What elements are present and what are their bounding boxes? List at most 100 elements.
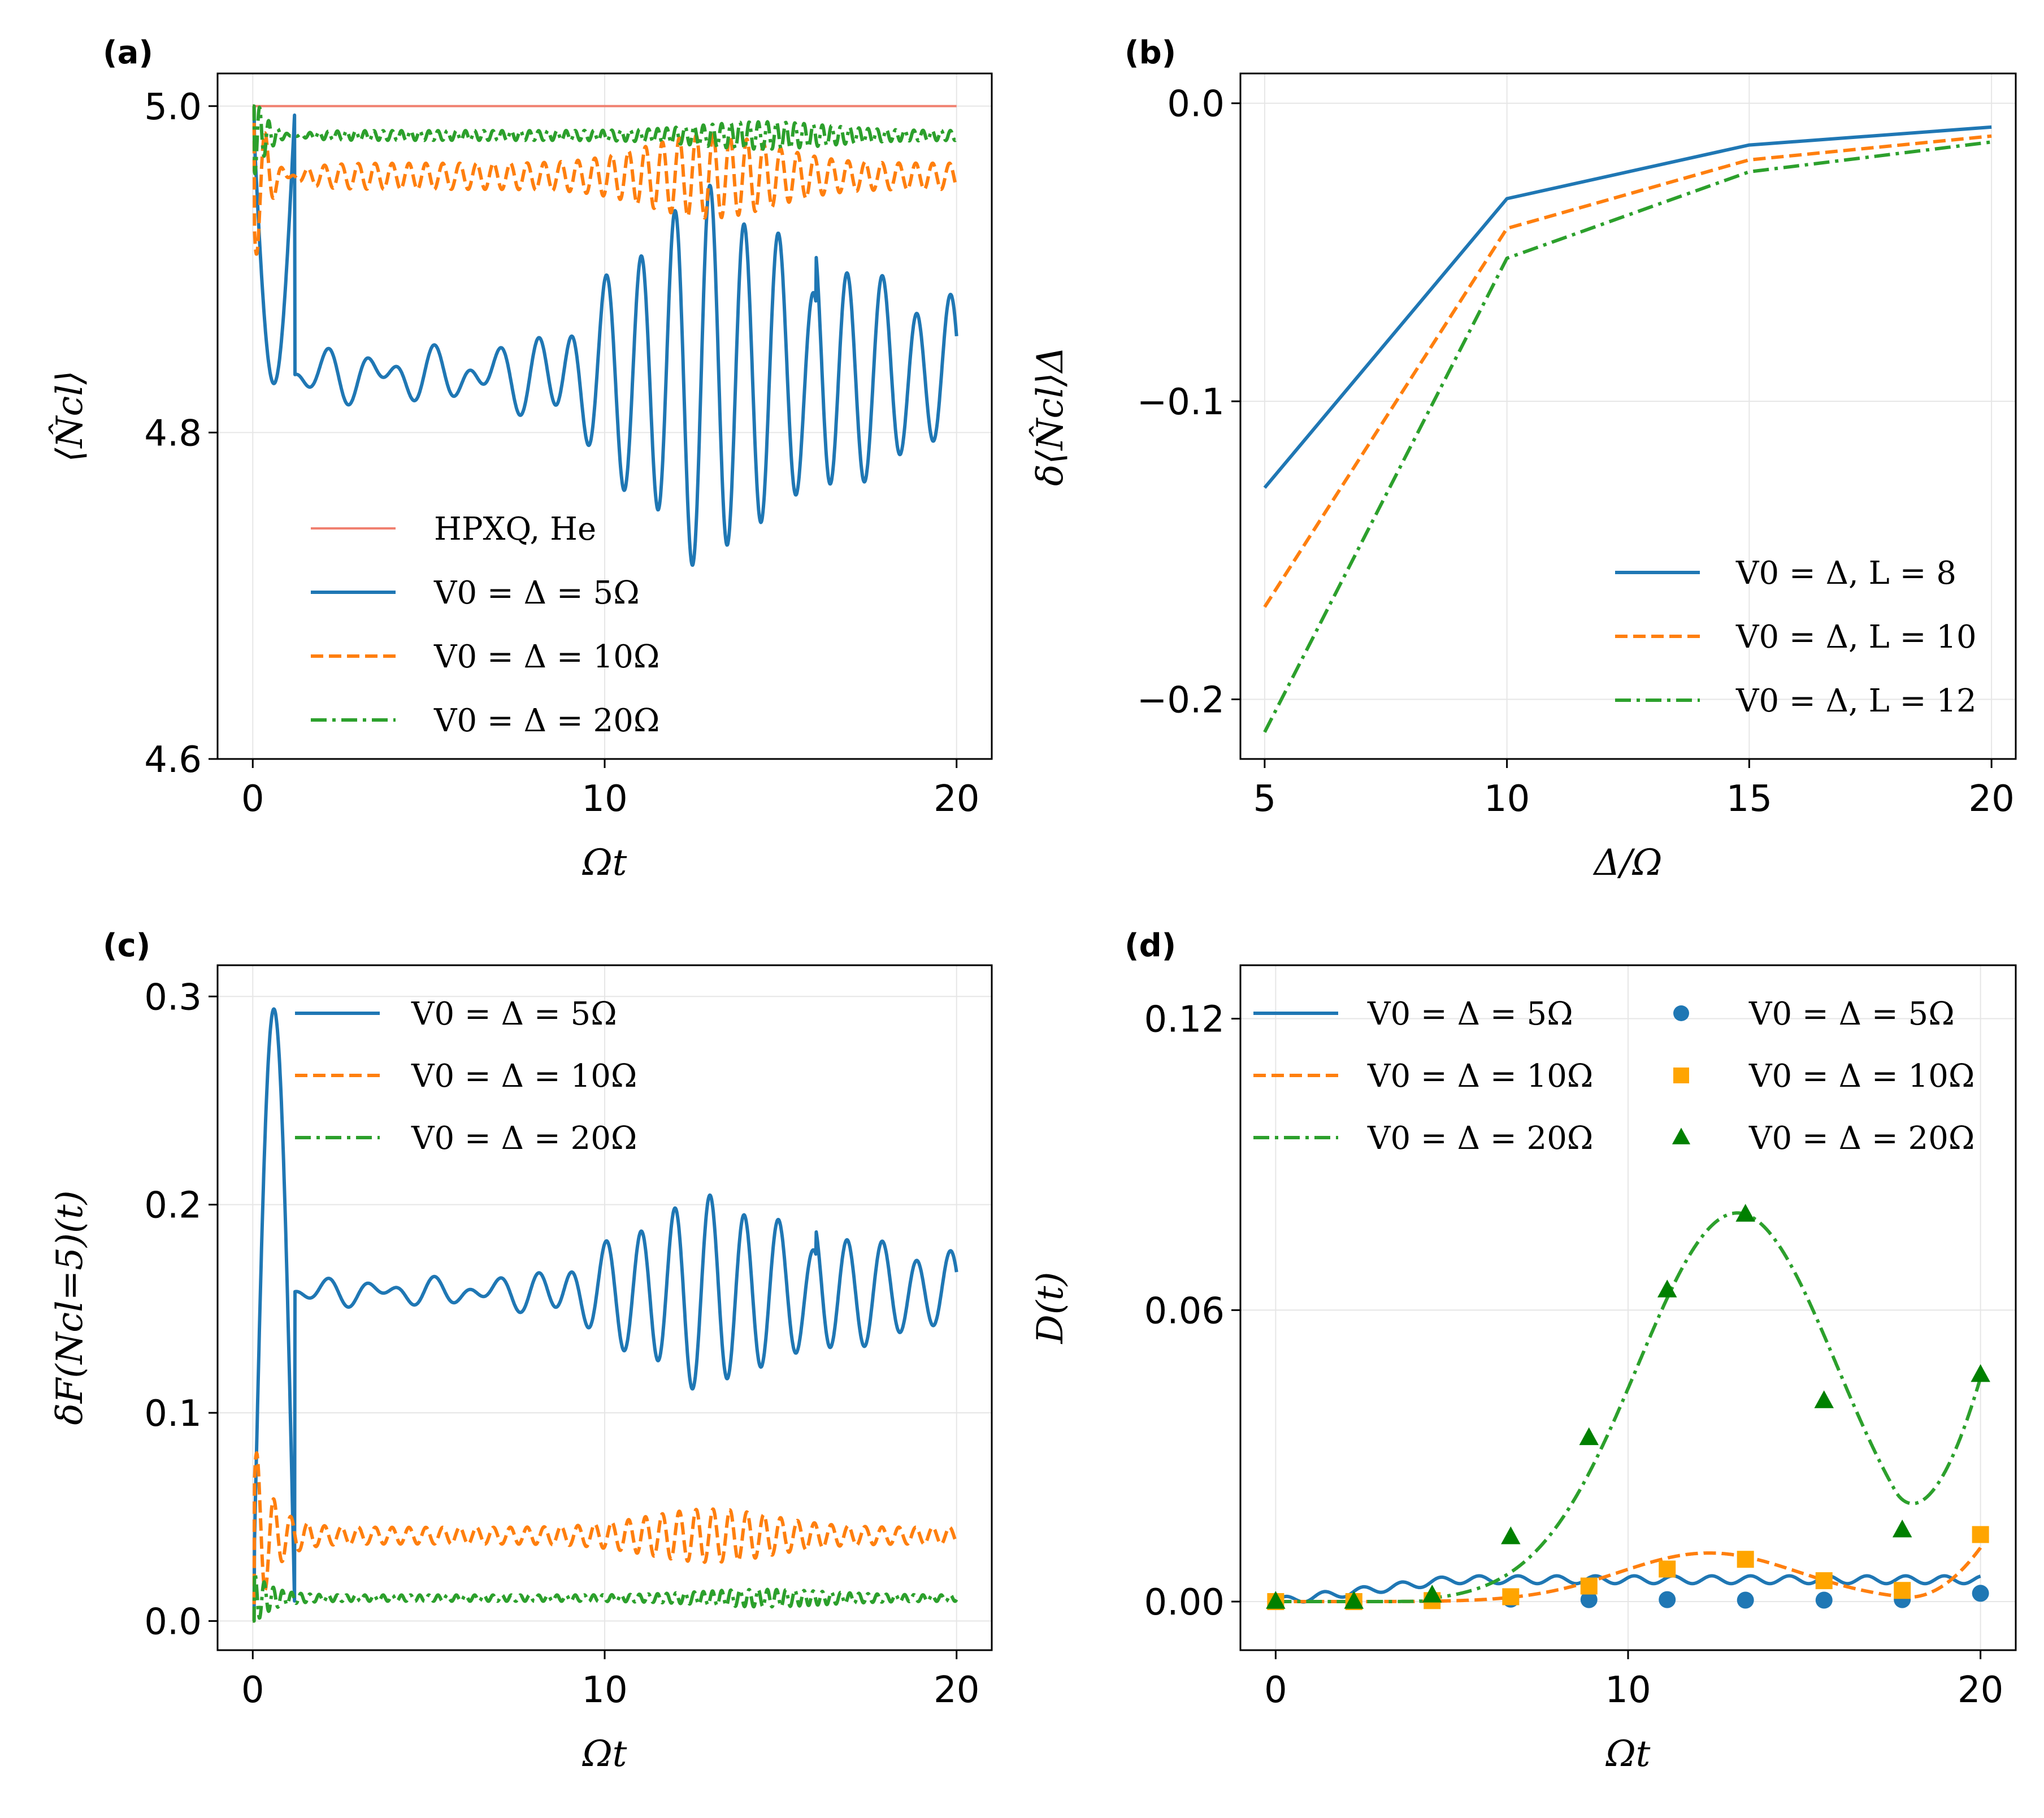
- x-tick-label: 0: [241, 778, 264, 820]
- legend-label: V0 = Δ = 20Ω: [411, 1120, 637, 1157]
- legend-label: V0 = Δ = 20Ω: [1367, 1120, 1593, 1157]
- x-tick-label: 20: [934, 778, 979, 820]
- x-tick-label: 15: [1726, 778, 1772, 820]
- legend-label: V0 = Δ = 20Ω: [1748, 1120, 1974, 1157]
- plot-area: [1263, 125, 1992, 733]
- y-tick-label: −0.2: [1137, 680, 1225, 722]
- axes-frame: [1239, 72, 2017, 760]
- marker-circle: [1972, 1585, 1989, 1602]
- marker-triangle: [1422, 1585, 1442, 1603]
- x-tick-label: 20: [1958, 1669, 2003, 1711]
- plot-area: [251, 104, 958, 567]
- marker-circle: [1815, 1591, 1833, 1609]
- legend-label: V0 = Δ = 5Ω: [1367, 996, 1573, 1032]
- marker-square: [1815, 1572, 1833, 1590]
- legend-label: V0 = Δ = 10Ω: [1748, 1058, 1974, 1095]
- legend-label: V0 = Δ, L = 12: [1735, 683, 1977, 719]
- y-tick-label: 0.0: [144, 1601, 202, 1643]
- series-line-1: [251, 1451, 958, 1623]
- x-axis-label: Ωt: [582, 842, 627, 884]
- marker-triangle: [1657, 1279, 1677, 1298]
- series-line-2: [251, 1571, 958, 1623]
- x-tick-label: 20: [1968, 778, 2014, 820]
- marker-square: [1972, 1526, 1989, 1543]
- plot-area: [251, 1007, 958, 1623]
- plot-area: [1266, 1204, 1990, 1611]
- marker-square: [1894, 1582, 1911, 1599]
- series-line-2: [251, 104, 958, 256]
- x-tick-label: 10: [581, 778, 627, 820]
- legend-marker-square: [1673, 1068, 1689, 1083]
- y-tick-label: 0.2: [144, 1185, 202, 1227]
- y-tick-label: 0.06: [1144, 1290, 1225, 1332]
- x-tick-label: 20: [934, 1669, 979, 1711]
- legend-label: V0 = Δ = 10Ω: [1367, 1058, 1593, 1095]
- legend: V0 = Δ = 5Ω V0 = Δ = 10Ω V0 = Δ = 20Ω: [295, 996, 637, 1157]
- series-line-2: [1274, 1211, 1982, 1603]
- y-tick-label: 0.0: [1167, 84, 1225, 125]
- y-tick-label: 0.3: [144, 977, 202, 1018]
- x-tick-label: 10: [581, 1669, 627, 1711]
- marker-triangle: [1266, 1591, 1286, 1609]
- x-axis-label: Δ/Ω: [1592, 842, 1663, 884]
- x-tick-label: 0: [1264, 1669, 1287, 1711]
- marker-square: [1502, 1588, 1520, 1606]
- y-tick-label: 5.0: [144, 86, 202, 128]
- legend-label: V0 = Δ, L = 8: [1735, 555, 1956, 592]
- x-tick-label: 10: [1605, 1669, 1651, 1711]
- x-tick-label: 5: [1253, 778, 1277, 820]
- legend-label: V0 = Δ = 20Ω: [433, 702, 659, 739]
- panel-a: 0 10 20 4.6 4.8 5.0 Ωt ⟨N̂cl⟩ (a) HPXQ, He V0 = Δ …: [49, 34, 993, 884]
- panel-c: 0 10 20 0.0 0.1 0.2 0.3 Ωt δF(Ncl=5)(t) (c) V0 = Δ…: [49, 927, 993, 1775]
- y-tick-label: 0.00: [1144, 1582, 1225, 1624]
- marker-triangle: [1971, 1364, 1990, 1382]
- x-tick-label: 0: [241, 1669, 264, 1711]
- panel-label: (c): [103, 927, 150, 964]
- legend-marker-triangle: [1672, 1127, 1691, 1144]
- y-axis-label: δF(Ncl=5)(t): [49, 1190, 91, 1425]
- legend-label: V0 = Δ = 5Ω: [1748, 996, 1955, 1032]
- legend: V0 = Δ, L = 8 V0 = Δ, L = 10 V0 = Δ, L = 1…: [1615, 555, 1977, 719]
- series-line-1: [1274, 1546, 1982, 1603]
- y-tick-label: −0.1: [1137, 381, 1225, 423]
- marker-square: [1659, 1560, 1676, 1578]
- marker-triangle: [1344, 1591, 1364, 1609]
- y-axis-label: D(t): [1030, 1272, 1071, 1344]
- x-axis-label: Ωt: [1605, 1733, 1651, 1775]
- series-line-1: [1263, 134, 1992, 608]
- x-tick-label: 10: [1484, 778, 1530, 820]
- legend-marker-circle: [1673, 1005, 1689, 1021]
- legend-label: V0 = Δ = 5Ω: [433, 575, 640, 611]
- legend-label: V0 = Δ = 10Ω: [433, 639, 659, 675]
- y-tick-label: 4.6: [144, 739, 202, 781]
- marker-circle: [1580, 1591, 1598, 1608]
- legend-label: V0 = Δ, L = 10: [1735, 619, 1977, 656]
- panel-label: (b): [1125, 34, 1176, 71]
- series-line-0: [1263, 125, 1992, 489]
- marker-square: [1580, 1577, 1598, 1595]
- y-axis-label: δ⟨N̂cl⟩Δ: [1029, 346, 1071, 486]
- legend-label: V0 = Δ = 10Ω: [411, 1058, 637, 1095]
- y-tick-label: 4.8: [144, 413, 202, 454]
- series-line-0: [1274, 1574, 1982, 1604]
- series-line-3: [251, 104, 958, 176]
- series-line-1: [251, 104, 958, 567]
- y-axis-label: ⟨N̂cl⟩: [49, 370, 91, 462]
- marker-triangle: [1814, 1390, 1834, 1408]
- y-tick-label: 0.12: [1144, 999, 1225, 1041]
- x-axis-label: Ωt: [582, 1733, 627, 1775]
- marker-triangle: [1735, 1204, 1755, 1222]
- panel-label: (d): [1125, 927, 1176, 964]
- y-tick-label: 0.1: [144, 1393, 202, 1435]
- marker-circle: [1659, 1591, 1676, 1608]
- legend-label: V0 = Δ = 5Ω: [411, 996, 617, 1032]
- legend: V0 = Δ = 5Ω V0 = Δ = 10Ω V0 = Δ = 20Ω V0 = …: [1253, 996, 1974, 1157]
- marker-triangle: [1501, 1526, 1521, 1544]
- marker-circle: [1737, 1591, 1754, 1609]
- panel-b: 5 10 15 20 −0.2 −0.1 0.0 Δ/Ω δ⟨N̂cl⟩Δ (b) V0 = Δ, …: [1029, 34, 2017, 884]
- marker-square: [1737, 1551, 1754, 1568]
- series-line-0: [251, 1007, 958, 1623]
- legend-label: HPXQ, He: [434, 511, 596, 548]
